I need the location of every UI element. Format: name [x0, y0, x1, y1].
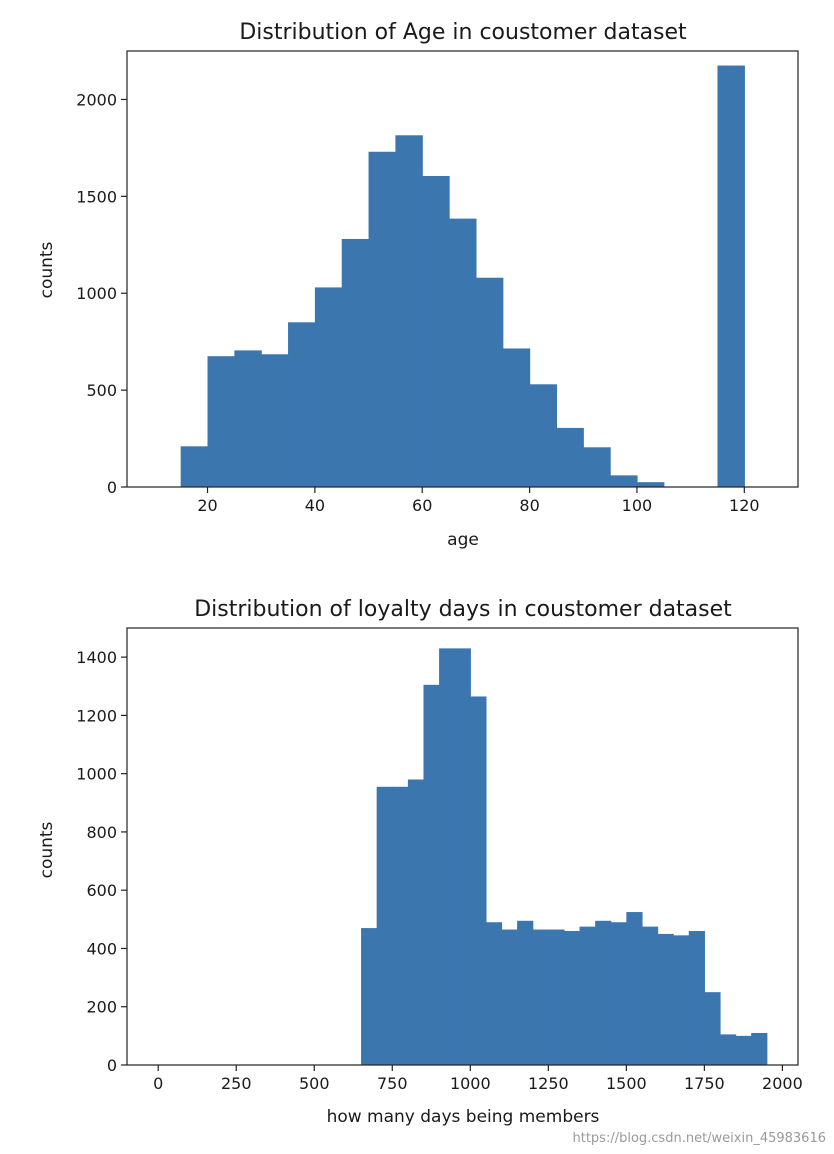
y-tick-label: 400 [86, 939, 117, 958]
histogram-bar [548, 929, 565, 1065]
x-axis-label: how many days being members [327, 1107, 600, 1127]
age-histogram-chart: Distribution of Age in coustomer dataset… [37, 20, 799, 550]
histogram-bar [610, 922, 627, 1065]
y-tick-label: 0 [107, 478, 117, 497]
x-tick-label: 120 [729, 496, 760, 515]
histogram-bar [376, 786, 393, 1065]
histogram-bar [595, 920, 612, 1065]
y-tick-label: 1200 [76, 706, 117, 725]
x-tick-label: 2000 [762, 1074, 803, 1093]
y-tick-label: 2000 [76, 90, 117, 109]
histogram-bar [368, 151, 396, 487]
histogram-bar [261, 354, 289, 487]
histogram-bar [636, 482, 665, 487]
y-tick-label: 1000 [76, 284, 117, 303]
y-tick-label: 1000 [76, 765, 117, 784]
y-tick-label: 200 [86, 998, 117, 1017]
x-tick-label: 60 [412, 496, 432, 515]
histogram-bar [717, 65, 745, 488]
histogram-bar [234, 350, 262, 487]
x-tick-label: 1250 [528, 1074, 569, 1093]
histogram-bar [207, 356, 235, 487]
x-tick-label: 750 [377, 1074, 408, 1093]
histogram-bar [361, 928, 378, 1065]
histogram-bar [180, 446, 209, 487]
y-axis-ticks: 0 200 400 600 800 1000 1200 1400 [76, 648, 127, 1075]
histogram-bar [439, 648, 456, 1065]
x-tick-label: 100 [622, 496, 653, 515]
x-tick-label: 0 [153, 1074, 163, 1093]
bars-group [361, 648, 768, 1065]
histogram-bar [502, 348, 531, 487]
y-tick-label: 1500 [76, 187, 117, 206]
histogram-bar [556, 427, 584, 487]
histogram-bar [704, 992, 721, 1065]
bars-group [180, 65, 745, 488]
histogram-bar [688, 930, 705, 1065]
histogram-bar [579, 926, 596, 1065]
plot-frame [126, 50, 799, 488]
x-tick-label: 250 [221, 1074, 252, 1093]
x-axis-ticks: 0 250 500 750 1000 1250 1500 1750 2000 [153, 1065, 803, 1093]
histogram-bar [719, 1034, 737, 1065]
histogram-bar [583, 447, 611, 487]
histogram-bar [470, 696, 487, 1065]
histogram-bar [485, 922, 503, 1065]
y-axis-label: counts [37, 241, 57, 298]
histogram-bar [517, 920, 534, 1065]
histogram-bar [449, 218, 477, 487]
x-tick-label: 1000 [450, 1074, 491, 1093]
histogram-bar [475, 277, 504, 487]
x-tick-label: 80 [519, 496, 539, 515]
y-tick-label: 1400 [76, 648, 117, 667]
histogram-bar [407, 779, 425, 1065]
histogram-bar [454, 648, 471, 1065]
histogram-bar [288, 322, 316, 487]
histogram-bar [422, 175, 450, 487]
histogram-bar [751, 1032, 768, 1065]
y-axis-ticks: 0 500 1000 1500 2000 [76, 90, 127, 497]
watermark-text: https://blog.csdn.net/weixin_45983616 [572, 1131, 826, 1146]
histogram-bar [563, 930, 581, 1065]
y-tick-label: 500 [86, 381, 117, 400]
loyalty-days-histogram-chart: Distribution of loyalty days in coustome… [37, 597, 803, 1127]
x-axis-ticks: 20 40 60 80 100 120 [197, 487, 760, 515]
histogram-bar [673, 935, 690, 1065]
x-tick-label: 1750 [684, 1074, 725, 1093]
y-tick-label: 0 [107, 1056, 117, 1075]
x-tick-label: 1500 [606, 1074, 647, 1093]
histogram-bar [395, 135, 423, 487]
plot-frame [126, 627, 799, 1066]
x-axis-label: age [447, 530, 479, 550]
chart-title: Distribution of loyalty days in coustome… [194, 597, 732, 622]
histogram-bar [314, 287, 343, 487]
x-tick-label: 500 [299, 1074, 330, 1093]
x-tick-label: 40 [305, 496, 325, 515]
histogram-bar [501, 929, 518, 1065]
histogram-bar [423, 684, 440, 1065]
histogram-bar [529, 384, 558, 487]
histogram-bar [657, 933, 674, 1065]
chart-title: Distribution of Age in coustomer dataset [239, 20, 687, 45]
histogram-bar [392, 786, 409, 1065]
histogram-bar [641, 926, 659, 1065]
y-tick-label: 600 [86, 881, 117, 900]
x-tick-label: 20 [197, 496, 217, 515]
y-tick-label: 800 [86, 823, 117, 842]
histogram-bar [341, 238, 370, 487]
y-axis-label: counts [37, 821, 57, 878]
histogram-bar [626, 912, 643, 1065]
histogram-bar [532, 929, 549, 1065]
histogram-bar [735, 1035, 752, 1065]
histogram-bar [610, 475, 638, 487]
